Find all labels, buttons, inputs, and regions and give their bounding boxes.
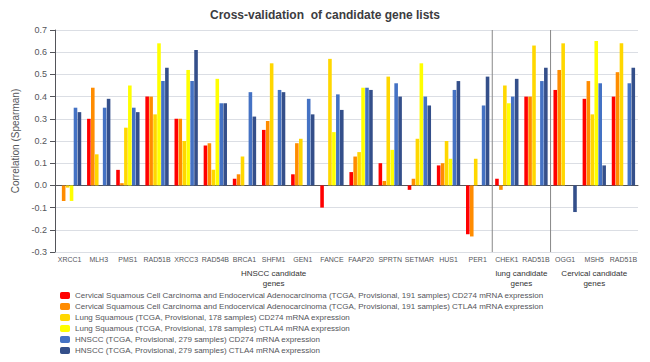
svg-text:0.4: 0.4 (34, 92, 47, 102)
svg-text:genes: genes (511, 279, 533, 288)
svg-text:SETMAR: SETMAR (405, 256, 434, 263)
svg-text:Cervical candidate: Cervical candidate (561, 269, 627, 278)
svg-text:MLH3: MLH3 (89, 256, 108, 263)
svg-text:HNSCC (TCGA, Provisional, 279: HNSCC (TCGA, Provisional, 279 samples) C… (75, 346, 320, 355)
svg-text:FANCE: FANCE (320, 256, 344, 263)
svg-text:genes: genes (263, 279, 285, 288)
svg-text:Cervical Squamous Cell Carcino: Cervical Squamous Cell Carcinoma and End… (75, 302, 543, 311)
svg-text:0.7: 0.7 (34, 25, 47, 35)
svg-text:GEN1: GEN1 (293, 256, 312, 263)
svg-text:RAD51B: RAD51B (143, 256, 171, 263)
svg-text:-0.1: -0.1 (31, 203, 47, 213)
svg-text:XRCC3: XRCC3 (174, 256, 198, 263)
svg-text:HNSCC candidate: HNSCC candidate (241, 269, 307, 278)
svg-text:RAD51B: RAD51B (610, 256, 638, 263)
svg-text:SPRTN: SPRTN (378, 256, 402, 263)
svg-text:FAAP20: FAAP20 (348, 256, 374, 263)
svg-text:genes: genes (583, 279, 605, 288)
svg-text:0.0: 0.0 (34, 180, 47, 190)
svg-text:PMS1: PMS1 (118, 256, 137, 263)
svg-text:0.6: 0.6 (34, 47, 47, 57)
svg-text:MSH5: MSH5 (585, 256, 605, 263)
svg-text:RAD51B: RAD51B (522, 256, 550, 263)
svg-text:BRCA1: BRCA1 (233, 256, 256, 263)
svg-text:XRCC1: XRCC1 (58, 256, 82, 263)
svg-text:RAD54B: RAD54B (202, 256, 230, 263)
svg-text:SHFM1: SHFM1 (262, 256, 286, 263)
svg-text:CHEK1: CHEK1 (495, 256, 518, 263)
svg-text:0.3: 0.3 (34, 114, 47, 124)
svg-text:Correlation (Spearman): Correlation (Spearman) (10, 89, 21, 194)
svg-text:HNSCC (TCGA, Provisional, 279: HNSCC (TCGA, Provisional, 279 samples) C… (75, 335, 320, 344)
svg-text:-0.2: -0.2 (31, 225, 47, 235)
svg-text:Lung Squamous (TCGA, Provision: Lung Squamous (TCGA, Provisional, 178 sa… (75, 313, 350, 322)
svg-text:lung candidate: lung candidate (495, 269, 548, 278)
svg-text:0.1: 0.1 (34, 158, 47, 168)
svg-text:Cross-validation of candidate: Cross-validation of candidate gene lists (210, 8, 440, 22)
svg-text:Cervical Squamous Cell Carcino: Cervical Squamous Cell Carcinoma and End… (75, 291, 543, 300)
svg-text:PER1: PER1 (469, 256, 487, 263)
svg-text:HUS1: HUS1 (439, 256, 458, 263)
svg-text:0.2: 0.2 (34, 136, 47, 146)
svg-text:OGG1: OGG1 (555, 256, 575, 263)
svg-text:-0.3: -0.3 (31, 247, 47, 257)
svg-text:0.5: 0.5 (34, 69, 47, 79)
svg-text:Lung Squamous (TCGA, Provision: Lung Squamous (TCGA, Provisional, 178 sa… (75, 324, 350, 333)
